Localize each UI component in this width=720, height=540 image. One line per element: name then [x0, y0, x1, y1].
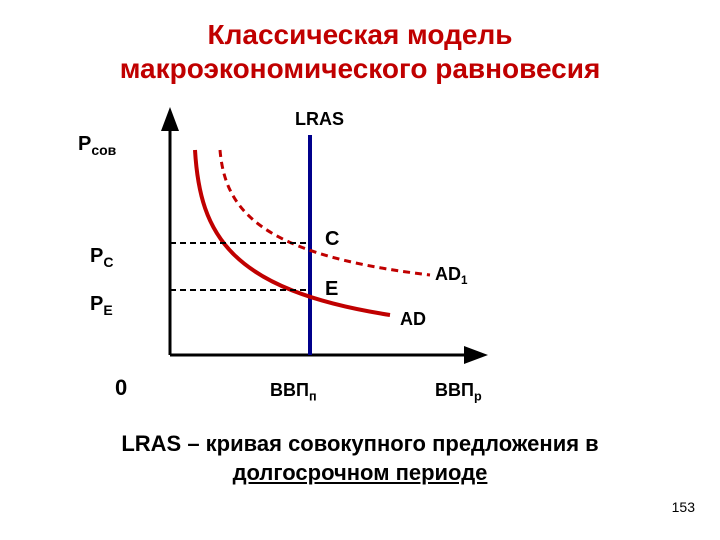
footer-text: LRAS – кривая совокупного предложения в …: [50, 430, 670, 487]
label-origin: 0: [115, 375, 127, 401]
footer-lras: LRAS: [121, 431, 181, 456]
point-e-label: E: [325, 278, 338, 300]
ad1-curve: [220, 150, 430, 275]
chart: LRAS C E AD AD1 Pсов PC PE 0 ВВПп ВВПр: [80, 115, 540, 395]
label-vvp-n: ВВПп: [270, 380, 317, 404]
label-p-e: PE: [90, 293, 113, 318]
footer-line1: кривая совокупного предложения в: [206, 431, 599, 456]
label-p-c: PC: [90, 245, 113, 270]
chart-svg: LRAS C E AD AD1: [80, 115, 540, 405]
footer-dash: –: [181, 431, 205, 456]
point-c-label: C: [325, 228, 339, 250]
footer-line2: долгосрочном периоде: [233, 460, 488, 485]
ad1-label: AD1: [435, 264, 468, 287]
ad-label: AD: [400, 309, 426, 329]
label-p-sov: Pсов: [78, 133, 116, 158]
page-number: 153: [672, 499, 695, 515]
label-vvp-r: ВВПр: [435, 380, 482, 404]
slide-title: Классическая модель макроэкономического …: [0, 0, 720, 85]
title-line1: Классическая модель: [208, 19, 513, 50]
title-line2: макроэкономического равновесия: [120, 53, 601, 84]
lras-label: LRAS: [295, 109, 344, 129]
